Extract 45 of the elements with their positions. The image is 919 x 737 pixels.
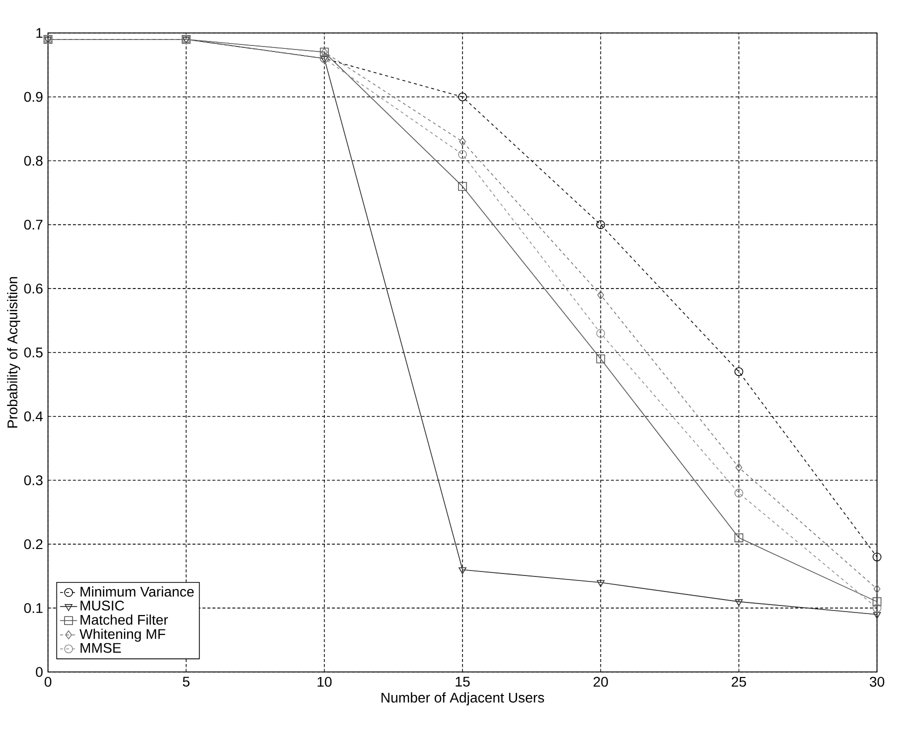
legend-label: MMSE (80, 642, 121, 653)
y-tick-label: 0.7 (24, 220, 42, 230)
point (458, 150, 467, 159)
point (734, 533, 744, 542)
y-tick-label: 0.1 (24, 603, 42, 614)
y-tick-label: 1 (36, 28, 42, 38)
point (872, 604, 882, 612)
x-tick-label: 15 (456, 676, 470, 687)
point (734, 599, 743, 606)
x-tick-label: 0 (44, 676, 52, 687)
x-axis-title: Number of Adjacent Users (382, 692, 544, 706)
point (458, 182, 467, 191)
point (459, 137, 466, 146)
point (596, 328, 606, 338)
point (458, 567, 466, 574)
point (874, 584, 880, 594)
legend-label: MUSIC (80, 600, 124, 611)
y-tick-label: 0 (36, 667, 43, 677)
x-tick-label: 30 (870, 676, 884, 687)
point (596, 580, 605, 587)
point (872, 552, 882, 562)
point (735, 463, 742, 472)
y-tick-label: 0.5 (24, 348, 43, 358)
legend-label: Minimum Variance (80, 586, 194, 597)
legend-label: Whitening MF (80, 628, 166, 642)
point (596, 220, 606, 230)
point (872, 597, 882, 606)
y-axis-title: Probability of Acquisition (7, 277, 20, 428)
y-tick-label: 0.4 (24, 411, 43, 422)
y-tick-label: 0.6 (24, 284, 43, 294)
point (734, 488, 744, 498)
point (597, 290, 604, 300)
y-tick-label: 0.9 (24, 92, 42, 102)
x-tick-label: 25 (732, 676, 746, 687)
point (734, 367, 744, 376)
y-tick-label: 0.3 (24, 475, 43, 486)
point (873, 612, 881, 619)
point (458, 92, 467, 102)
x-tick-label: 5 (182, 676, 190, 687)
y-tick-label: 0.2 (24, 539, 42, 550)
x-tick-label: 10 (318, 676, 332, 687)
legend-label: Matched Filter (80, 614, 168, 625)
point (596, 354, 606, 364)
y-tick-label: 0.8 (24, 156, 43, 166)
x-tick-label: 20 (594, 676, 608, 687)
